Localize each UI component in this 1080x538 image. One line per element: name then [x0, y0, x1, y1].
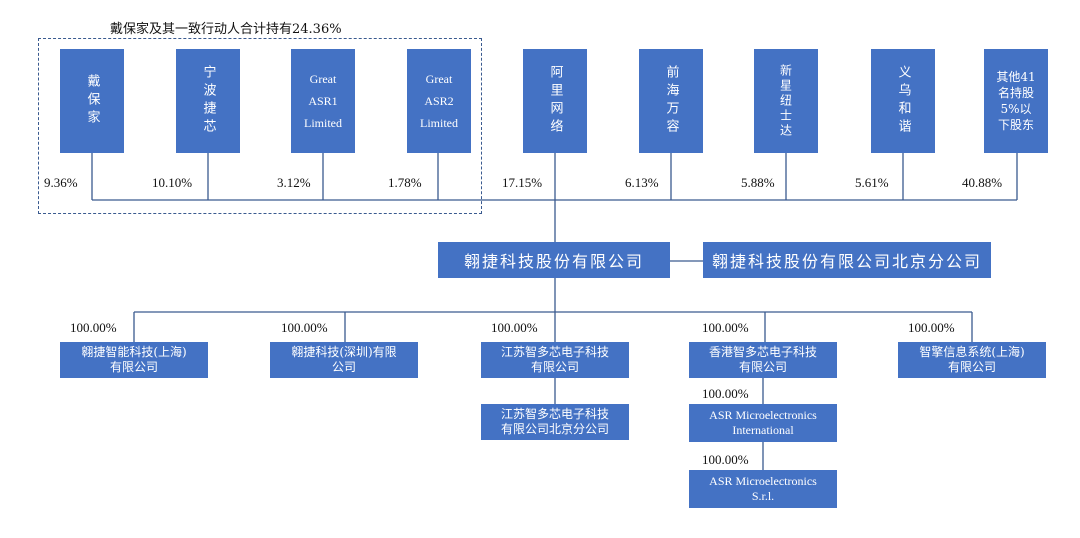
shareholder-box: 新星纽士达 [754, 49, 818, 153]
shareholding-pct: 9.36% [44, 175, 78, 190]
shareholder-box: 前海万容 [639, 49, 703, 153]
shareholding-pct: 17.15% [502, 175, 543, 190]
asr-intl-box: ASR Microelectronics International [689, 404, 837, 442]
shareholder-box: 其他41 名持股 5%以 下股东 [984, 49, 1048, 153]
subsidiary-box: 江苏智多芯电子科技 有限公司 [481, 342, 629, 378]
shareholder-box: 宁波捷芯 [176, 49, 240, 153]
shareholder-box: Great ASR2 Limited [407, 49, 471, 153]
asr-intl-pct: 100.00% [702, 386, 749, 401]
subsidiary-pct: 100.00% [702, 320, 749, 335]
subsidiary-pct: 100.00% [491, 320, 538, 335]
subsidiary-pct: 100.00% [70, 320, 117, 335]
subsidiary-box: 香港智多芯电子科技 有限公司 [689, 342, 837, 378]
shareholding-pct: 5.88% [741, 175, 775, 190]
main-company-box: 翱捷科技股份有限公司 [438, 242, 670, 278]
shareholding-pct: 5.61% [855, 175, 889, 190]
shareholding-pct: 3.12% [277, 175, 311, 190]
asr-srl-box: ASR Microelectronics S.r.l. [689, 470, 837, 508]
shareholder-box: 阿里网络 [523, 49, 587, 153]
shareholder-box: 戴保家 [60, 49, 124, 153]
asr-srl-pct: 100.00% [702, 452, 749, 467]
subsidiary-box: 智擎信息系统(上海) 有限公司 [898, 342, 1046, 378]
shareholding-pct: 6.13% [625, 175, 659, 190]
group-label: 戴保家及其一致行动人合计持有24.36% [110, 22, 342, 37]
shareholding-pct: 10.10% [152, 175, 193, 190]
subsidiary-pct: 100.00% [908, 320, 955, 335]
subsidiary-box: 翱捷智能科技(上海) 有限公司 [60, 342, 208, 378]
shareholder-box: Great ASR1 Limited [291, 49, 355, 153]
concerted-action-group-box [38, 38, 482, 214]
shareholding-pct: 1.78% [388, 175, 422, 190]
subsidiary-pct: 100.00% [281, 320, 328, 335]
shareholder-box: 义乌和谐 [871, 49, 935, 153]
shareholding-pct: 40.88% [962, 175, 1003, 190]
jiangsu-branch-box: 江苏智多芯电子科技 有限公司北京分公司 [481, 404, 629, 440]
subsidiary-box: 翱捷科技(深圳)有限 公司 [270, 342, 418, 378]
branch-office-box: 翱捷科技股份有限公司北京分公司 [703, 242, 991, 278]
